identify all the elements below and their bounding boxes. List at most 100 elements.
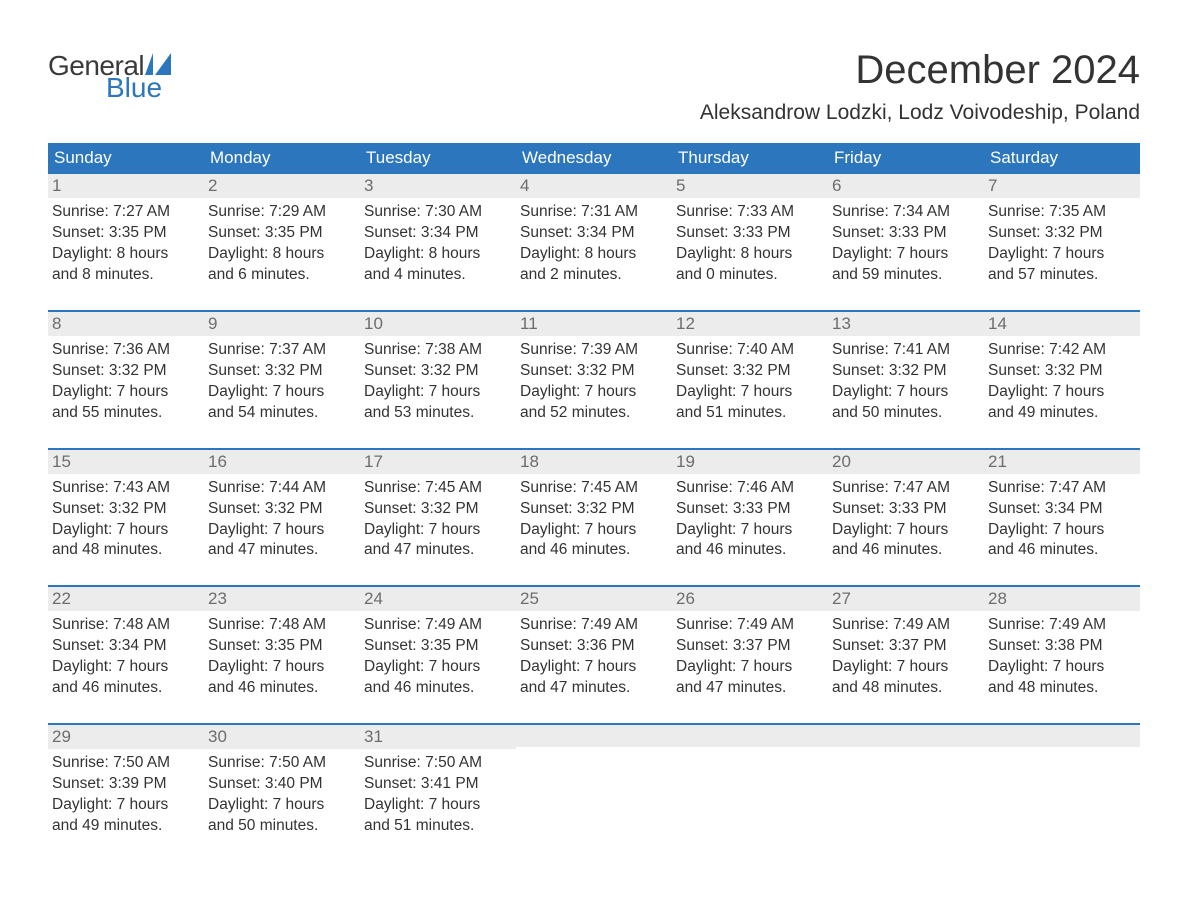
sunrise-text: Sunrise: 7:50 AM xyxy=(364,753,512,774)
dow-wednesday: Wednesday xyxy=(516,143,672,174)
calendar-day: 7Sunrise: 7:35 AMSunset: 3:32 PMDaylight… xyxy=(984,174,1140,288)
calendar-day: 10Sunrise: 7:38 AMSunset: 3:32 PMDayligh… xyxy=(360,312,516,426)
sunset-text: Sunset: 3:32 PM xyxy=(208,499,356,520)
sunrise-text: Sunrise: 7:50 AM xyxy=(208,753,356,774)
daylight-text-1: Daylight: 7 hours xyxy=(208,795,356,816)
daylight-text-1: Daylight: 7 hours xyxy=(988,520,1136,541)
day-of-week-header: Sunday Monday Tuesday Wednesday Thursday… xyxy=(48,143,1140,174)
sunrise-text: Sunrise: 7:36 AM xyxy=(52,340,200,361)
sunrise-text: Sunrise: 7:38 AM xyxy=(364,340,512,361)
sunset-text: Sunset: 3:37 PM xyxy=(676,636,824,657)
sunrise-text: Sunrise: 7:49 AM xyxy=(520,615,668,636)
day-details: Sunrise: 7:50 AMSunset: 3:40 PMDaylight:… xyxy=(204,749,360,839)
sunrise-text: Sunrise: 7:40 AM xyxy=(676,340,824,361)
calendar-day xyxy=(672,725,828,839)
calendar-day: 25Sunrise: 7:49 AMSunset: 3:36 PMDayligh… xyxy=(516,587,672,701)
calendar-day: 8Sunrise: 7:36 AMSunset: 3:32 PMDaylight… xyxy=(48,312,204,426)
day-number: 12 xyxy=(672,312,828,336)
daylight-text-2: and 4 minutes. xyxy=(364,265,512,286)
calendar-week: 8Sunrise: 7:36 AMSunset: 3:32 PMDaylight… xyxy=(48,310,1140,426)
sunset-text: Sunset: 3:37 PM xyxy=(832,636,980,657)
day-details: Sunrise: 7:41 AMSunset: 3:32 PMDaylight:… xyxy=(828,336,984,426)
day-details: Sunrise: 7:49 AMSunset: 3:37 PMDaylight:… xyxy=(828,611,984,701)
daylight-text-2: and 51 minutes. xyxy=(676,403,824,424)
sunrise-text: Sunrise: 7:29 AM xyxy=(208,202,356,223)
sunrise-text: Sunrise: 7:48 AM xyxy=(52,615,200,636)
daylight-text-2: and 49 minutes. xyxy=(52,816,200,837)
daylight-text-1: Daylight: 7 hours xyxy=(208,382,356,403)
day-number: 6 xyxy=(828,174,984,198)
sunset-text: Sunset: 3:33 PM xyxy=(676,499,824,520)
location-subtitle: Aleksandrow Lodzki, Lodz Voivodeship, Po… xyxy=(700,101,1140,125)
sunset-text: Sunset: 3:38 PM xyxy=(988,636,1136,657)
day-details: Sunrise: 7:50 AMSunset: 3:41 PMDaylight:… xyxy=(360,749,516,839)
daylight-text-2: and 51 minutes. xyxy=(364,816,512,837)
daylight-text-1: Daylight: 7 hours xyxy=(988,382,1136,403)
calendar-day: 14Sunrise: 7:42 AMSunset: 3:32 PMDayligh… xyxy=(984,312,1140,426)
day-number: 25 xyxy=(516,587,672,611)
sunrise-text: Sunrise: 7:48 AM xyxy=(208,615,356,636)
day-number: 17 xyxy=(360,450,516,474)
calendar-day: 29Sunrise: 7:50 AMSunset: 3:39 PMDayligh… xyxy=(48,725,204,839)
calendar-day: 16Sunrise: 7:44 AMSunset: 3:32 PMDayligh… xyxy=(204,450,360,564)
day-details: Sunrise: 7:35 AMSunset: 3:32 PMDaylight:… xyxy=(984,198,1140,288)
sunset-text: Sunset: 3:33 PM xyxy=(676,223,824,244)
sunset-text: Sunset: 3:34 PM xyxy=(364,223,512,244)
calendar-day: 30Sunrise: 7:50 AMSunset: 3:40 PMDayligh… xyxy=(204,725,360,839)
daylight-text-2: and 48 minutes. xyxy=(988,678,1136,699)
day-number: 19 xyxy=(672,450,828,474)
daylight-text-1: Daylight: 7 hours xyxy=(832,657,980,678)
day-number: 18 xyxy=(516,450,672,474)
sunrise-text: Sunrise: 7:34 AM xyxy=(832,202,980,223)
day-number: 15 xyxy=(48,450,204,474)
sunrise-text: Sunrise: 7:35 AM xyxy=(988,202,1136,223)
daylight-text-1: Daylight: 8 hours xyxy=(208,244,356,265)
day-number: 2 xyxy=(204,174,360,198)
calendar-day: 19Sunrise: 7:46 AMSunset: 3:33 PMDayligh… xyxy=(672,450,828,564)
daylight-text-1: Daylight: 7 hours xyxy=(676,382,824,403)
sunset-text: Sunset: 3:32 PM xyxy=(52,499,200,520)
dow-friday: Friday xyxy=(828,143,984,174)
daylight-text-1: Daylight: 7 hours xyxy=(364,795,512,816)
sunrise-text: Sunrise: 7:33 AM xyxy=(676,202,824,223)
day-number: 9 xyxy=(204,312,360,336)
calendar-day: 28Sunrise: 7:49 AMSunset: 3:38 PMDayligh… xyxy=(984,587,1140,701)
day-number: 23 xyxy=(204,587,360,611)
day-number: 10 xyxy=(360,312,516,336)
calendar-week: 22Sunrise: 7:48 AMSunset: 3:34 PMDayligh… xyxy=(48,585,1140,701)
dow-monday: Monday xyxy=(204,143,360,174)
page-title: December 2024 xyxy=(700,48,1140,93)
daylight-text-1: Daylight: 7 hours xyxy=(832,382,980,403)
calendar-day: 17Sunrise: 7:45 AMSunset: 3:32 PMDayligh… xyxy=(360,450,516,564)
day-number: 28 xyxy=(984,587,1140,611)
day-number xyxy=(984,725,1140,747)
daylight-text-2: and 53 minutes. xyxy=(364,403,512,424)
sunset-text: Sunset: 3:32 PM xyxy=(988,223,1136,244)
daylight-text-1: Daylight: 7 hours xyxy=(52,382,200,403)
title-block: December 2024 Aleksandrow Lodzki, Lodz V… xyxy=(700,48,1140,139)
daylight-text-1: Daylight: 7 hours xyxy=(208,657,356,678)
sunrise-text: Sunrise: 7:41 AM xyxy=(832,340,980,361)
daylight-text-2: and 46 minutes. xyxy=(520,540,668,561)
calendar-day: 31Sunrise: 7:50 AMSunset: 3:41 PMDayligh… xyxy=(360,725,516,839)
sunset-text: Sunset: 3:32 PM xyxy=(676,361,824,382)
calendar-day: 24Sunrise: 7:49 AMSunset: 3:35 PMDayligh… xyxy=(360,587,516,701)
day-details: Sunrise: 7:50 AMSunset: 3:39 PMDaylight:… xyxy=(48,749,204,839)
sunrise-text: Sunrise: 7:43 AM xyxy=(52,478,200,499)
daylight-text-2: and 50 minutes. xyxy=(832,403,980,424)
day-details: Sunrise: 7:27 AMSunset: 3:35 PMDaylight:… xyxy=(48,198,204,288)
sunset-text: Sunset: 3:32 PM xyxy=(208,361,356,382)
header: General Blue December 2024 Aleksandrow L… xyxy=(48,48,1140,139)
daylight-text-1: Daylight: 7 hours xyxy=(520,382,668,403)
day-number: 5 xyxy=(672,174,828,198)
daylight-text-1: Daylight: 7 hours xyxy=(676,520,824,541)
sunrise-text: Sunrise: 7:31 AM xyxy=(520,202,668,223)
calendar-day: 15Sunrise: 7:43 AMSunset: 3:32 PMDayligh… xyxy=(48,450,204,564)
sunset-text: Sunset: 3:39 PM xyxy=(52,774,200,795)
day-details: Sunrise: 7:40 AMSunset: 3:32 PMDaylight:… xyxy=(672,336,828,426)
daylight-text-2: and 2 minutes. xyxy=(520,265,668,286)
sunset-text: Sunset: 3:32 PM xyxy=(832,361,980,382)
calendar-day: 5Sunrise: 7:33 AMSunset: 3:33 PMDaylight… xyxy=(672,174,828,288)
sunrise-text: Sunrise: 7:27 AM xyxy=(52,202,200,223)
daylight-text-1: Daylight: 8 hours xyxy=(52,244,200,265)
